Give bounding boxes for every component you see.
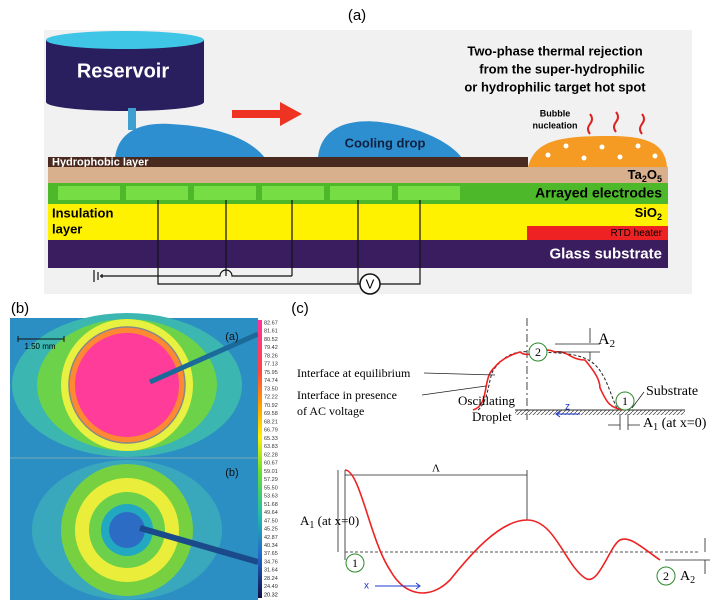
text: SiO <box>635 205 657 220</box>
colorbar-label: 53.63 <box>264 494 278 500</box>
colorbar-label: 31.64 <box>264 568 278 574</box>
drop-label: Cooling drop <box>345 135 426 150</box>
colorbar-label: 24.49 <box>264 584 278 590</box>
colorbar <box>258 320 262 598</box>
dimension-label: A1 (at x=0) <box>300 513 359 531</box>
text: A <box>598 331 610 348</box>
layer-label: Glass substrate <box>549 245 662 262</box>
colorbar-label: 73.50 <box>264 386 278 392</box>
scale-label: 1.50 mm <box>24 342 55 351</box>
sub-label: (b) <box>225 467 238 479</box>
reservoir-top <box>46 31 204 49</box>
colorbar-label: 62.28 <box>264 452 278 458</box>
colorbar-label: 65.33 <box>264 436 278 442</box>
annotation: Interface at equilibrium <box>297 366 411 380</box>
panel-a: (a) Reservoir Cooling drop Two-phase the… <box>44 7 692 294</box>
colorbar-label: 28.24 <box>264 576 278 582</box>
colorbar-label: 37.65 <box>264 551 278 557</box>
colorbar-label: 63.83 <box>264 444 278 450</box>
pipe <box>128 108 136 130</box>
dimension-label: A2 <box>680 569 695 586</box>
wave <box>345 470 660 593</box>
dimension <box>345 470 527 560</box>
leader <box>424 373 495 375</box>
colorbar-label: 82.67 <box>264 320 278 326</box>
colorbar-label: 45.25 <box>264 527 278 533</box>
text: Ta <box>628 167 643 182</box>
layer-label: Arrayed electrodes <box>535 185 662 201</box>
panel-c: (c) 2 1 A2 Interface at equilibrium Inte… <box>291 300 710 593</box>
marker-label: 2 <box>535 345 541 359</box>
text: 2 <box>690 575 695 586</box>
marker-label: 2 <box>663 569 669 583</box>
text: O <box>647 167 657 182</box>
x-arrow <box>375 583 420 589</box>
colorbar-label: 51.68 <box>264 502 278 508</box>
dimension-label: Λ <box>432 463 440 475</box>
text: 5 <box>657 174 662 184</box>
layer-label: layer <box>52 221 82 236</box>
headline: or hydrophilic target hot spot <box>464 79 646 94</box>
layer-label: Hydrophobic layer <box>52 156 149 168</box>
text: 2 <box>657 212 662 222</box>
dimension <box>608 414 640 430</box>
reservoir-label: Reservoir <box>77 60 169 82</box>
voltmeter-label: V <box>366 276 375 291</box>
colorbar-label: 66.79 <box>264 428 278 434</box>
colorbar-label: 57.29 <box>264 477 278 483</box>
layer-label: RTD heater <box>610 228 662 239</box>
colorbar-label: 77.13 <box>264 362 278 368</box>
text: (at x=0) <box>658 416 707 431</box>
colorbar-label: 81.61 <box>264 329 278 335</box>
colorbar-label: 68.21 <box>264 419 278 425</box>
colorbar-label: 34.76 <box>264 559 278 565</box>
axis-label: x <box>364 581 369 592</box>
annotation: Droplet <box>472 409 512 424</box>
bubble-label: Bubble <box>540 108 571 118</box>
colorbar-label: 59.01 <box>264 469 278 475</box>
colorbar-label: 40.34 <box>264 543 278 549</box>
dimension-label: A1 (at x=0) <box>643 416 707 433</box>
annotation: Oscillating <box>458 393 516 408</box>
annotation: Interface in presence <box>297 388 397 402</box>
axis-label: z <box>565 402 570 413</box>
sub-label: (a) <box>225 331 238 343</box>
marker-label: 1 <box>352 556 358 570</box>
annotation: Substrate <box>646 384 698 399</box>
colorbar-label: 60.67 <box>264 461 278 467</box>
text: 2 <box>610 338 616 350</box>
colorbar-label: 70.92 <box>264 403 278 409</box>
annotation: of AC voltage <box>297 404 364 418</box>
headline: from the super-hydrophilic <box>479 61 644 76</box>
colorbar-label: 74.74 <box>264 378 278 384</box>
text: (at x=0) <box>314 513 359 528</box>
colorbar-label: 42.87 <box>264 535 278 541</box>
figure: (a) Reservoir Cooling drop Two-phase the… <box>0 0 726 601</box>
dimension-label: A2 <box>598 331 615 350</box>
colorbar-label: 80.52 <box>264 337 278 343</box>
panel-label: (b) <box>11 300 29 317</box>
dimension <box>555 328 600 360</box>
bubble-label: nucleation <box>532 120 577 130</box>
colorbar-label: 49.64 <box>264 510 278 516</box>
layer-label: Insulation <box>52 205 113 220</box>
colorbar-label: 69.58 <box>264 411 278 417</box>
thermal-zone <box>75 333 179 437</box>
panel-b: (b) 1.50 mm (a) (b) 82.67 81.61 80.52 79.42… <box>10 300 278 600</box>
panel-label: (c) <box>291 300 309 317</box>
panel-label: (a) <box>348 7 366 24</box>
colorbar-label: 75.95 <box>264 370 278 376</box>
substrate <box>515 410 685 415</box>
colorbar-label: 72.22 <box>264 395 278 401</box>
colorbar-label: 20.32 <box>264 592 278 598</box>
colorbar-label: 47.50 <box>264 518 278 524</box>
colorbar-label: 78.26 <box>264 353 278 359</box>
ta2o5-layer <box>48 167 668 183</box>
colorbar-label: 55.50 <box>264 485 278 491</box>
headline: Two-phase thermal rejection <box>467 43 642 58</box>
reservoir-bottom <box>46 93 204 111</box>
marker-label: 1 <box>622 394 628 408</box>
colorbar-label: 79.42 <box>264 345 278 351</box>
